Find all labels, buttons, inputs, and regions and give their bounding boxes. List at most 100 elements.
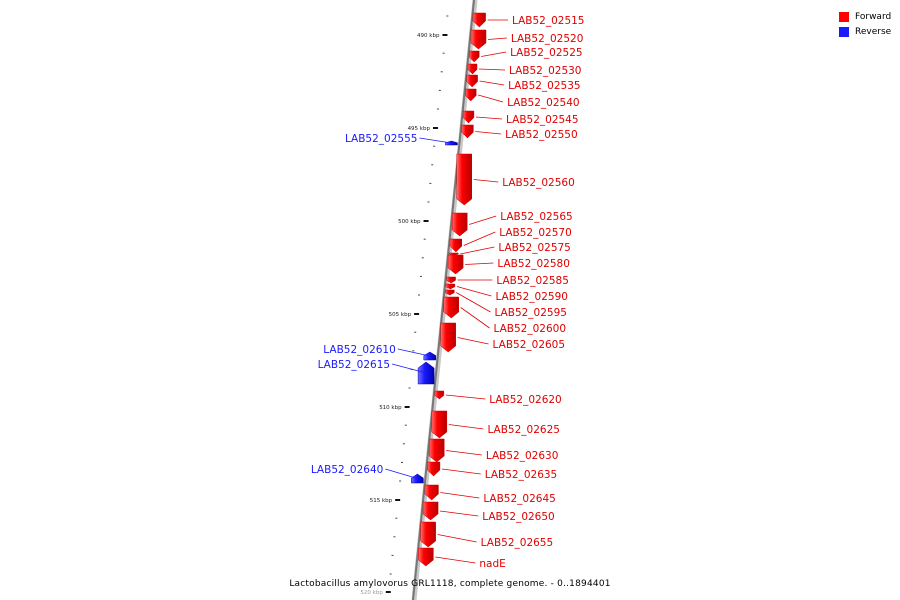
major-tick-label: 510 kbp — [379, 405, 402, 411]
legend: Forward Reverse — [839, 9, 891, 39]
gene-forward-arrow[interactable] — [446, 276, 456, 284]
gene-label-forward[interactable]: LAB52_02600 — [494, 323, 567, 335]
gene-forward-arrow[interactable] — [434, 390, 445, 400]
gene-label-forward[interactable]: LAB52_02565 — [500, 211, 573, 223]
gene-label-forward[interactable]: LAB52_02520 — [511, 33, 584, 45]
gene-label-leader — [437, 534, 477, 543]
gene-label-forward[interactable]: LAB52_02625 — [487, 424, 559, 436]
gene-forward-arrow[interactable] — [445, 289, 455, 296]
gene-label-reverse[interactable]: LAB52_02640 — [311, 464, 384, 476]
gene-forward-arrow[interactable] — [427, 461, 441, 477]
gene-label-forward[interactable]: LAB52_02515 — [512, 15, 585, 27]
gene-forward-arrow[interactable] — [445, 283, 456, 290]
gene-label-reverse[interactable]: LAB52_02555 — [345, 133, 418, 145]
gene-labels: LAB52_02515 LAB52_02520 LAB52_02525 LAB52_0… — [311, 15, 585, 570]
gene-label-forward[interactable]: LAB52_02650 — [482, 511, 555, 523]
major-tick-mark — [414, 313, 420, 315]
gene-forward-arrow[interactable] — [431, 410, 448, 439]
gene-label-leader — [435, 556, 476, 564]
gene-label-leader — [479, 80, 505, 86]
gene-forward-arrow[interactable] — [449, 238, 462, 253]
gene-forward-arrow[interactable] — [418, 547, 434, 567]
gene-forward-arrow[interactable] — [440, 322, 456, 353]
gene-label-leader — [439, 510, 479, 517]
gene-label-forward[interactable]: LAB52_02545 — [506, 114, 579, 126]
gene-forward-arrow[interactable] — [456, 153, 473, 206]
gene-label-forward[interactable]: LAB52_02530 — [509, 65, 582, 77]
gene-label-forward[interactable]: LAB52_02585 — [496, 275, 569, 287]
gene-forward-arrow[interactable] — [420, 521, 436, 548]
major-tick-mark — [432, 127, 438, 129]
gene-forward-arrow[interactable] — [465, 88, 477, 102]
major-tick-label: 490 kbp — [417, 33, 440, 39]
gene-label-forward[interactable]: LAB52_02635 — [485, 469, 558, 481]
major-tick-mark — [395, 499, 401, 501]
reverse-swatch — [839, 26, 849, 37]
gene-label-forward[interactable]: LAB52_02575 — [498, 242, 571, 254]
gene-forward-arrow[interactable] — [472, 12, 486, 28]
gene-forward-arrow[interactable] — [466, 74, 478, 88]
major-tick-label: 495 kbp — [408, 126, 431, 132]
gene-label-leader — [460, 246, 495, 255]
gene-label-leader — [397, 348, 430, 357]
gene-label-leader — [469, 215, 497, 225]
gene-label-leader — [446, 450, 482, 456]
gene-label-forward[interactable]: LAB52_02535 — [508, 80, 580, 92]
gene-forward-arrow[interactable] — [428, 438, 445, 463]
gene-forward-arrow[interactable] — [461, 124, 474, 139]
gene-label-leader — [440, 492, 480, 499]
gene-label-forward[interactable]: LAB52_02560 — [502, 177, 575, 189]
gene-forward-arrow[interactable] — [469, 50, 480, 63]
gene-label-forward[interactable]: LAB52_02570 — [499, 227, 572, 239]
legend-forward-label: Forward — [855, 11, 892, 22]
gene-forward-arrow[interactable] — [447, 254, 464, 275]
minor-ticks — [389, 15, 449, 575]
major-tick-label: 520 kbp — [360, 590, 383, 596]
gene-forward-arrow[interactable] — [462, 110, 475, 124]
gene-forward-arrow[interactable] — [448, 252, 459, 256]
gene-forward-arrow[interactable] — [424, 484, 439, 501]
forward-swatch — [839, 11, 849, 22]
gene-label-leader — [391, 363, 427, 374]
gene-forward-arrow[interactable] — [470, 29, 487, 50]
gene-label-forward[interactable]: LAB52_02655 — [481, 537, 554, 549]
gene-label-forward[interactable]: nadE — [479, 558, 505, 570]
major-tick-label: 500 kbp — [398, 219, 421, 225]
gene-label-leader — [478, 94, 504, 103]
gene-label-leader — [478, 68, 506, 71]
gene-forward-arrow[interactable] — [467, 63, 478, 75]
gene-label-forward[interactable]: LAB52_02550 — [505, 129, 578, 141]
major-tick-mark — [404, 406, 410, 408]
gene-label-forward[interactable]: LAB52_02580 — [497, 258, 570, 270]
gene-label-leader — [445, 394, 486, 400]
gene-label-leader — [465, 262, 494, 265]
gene-label-forward[interactable]: LAB52_02630 — [486, 450, 559, 462]
gene-label-reverse[interactable]: LAB52_02615 — [318, 359, 391, 371]
gene-label-leader — [475, 131, 502, 135]
gene-label-leader — [441, 468, 481, 475]
legend-reverse-label: Reverse — [855, 26, 892, 37]
gene-label-forward[interactable]: LAB52_02620 — [489, 394, 562, 406]
map-caption: Lactobacillus amylovorus GRL1118, comple… — [289, 579, 611, 589]
gene-label-forward[interactable]: LAB52_02595 — [494, 307, 566, 319]
gene-label-reverse[interactable]: LAB52_02610 — [323, 344, 396, 356]
gene-label-forward[interactable]: LAB52_02605 — [493, 339, 566, 351]
gene-label-forward[interactable]: LAB52_02645 — [483, 493, 556, 505]
major-tick-mark — [423, 220, 429, 222]
major-tick-label: 515 kbp — [370, 498, 393, 504]
gene-shapes — [411, 12, 487, 567]
gene-label-leader — [487, 37, 507, 40]
gene-label-leader — [419, 137, 452, 144]
legend-forward: Forward — [839, 9, 891, 24]
major-ticks: 490 kbp 495 kbp 500 kbp 505 kbp 510 kbp 515 k… — [360, 33, 448, 596]
gene-label-forward[interactable]: LAB52_02540 — [507, 97, 579, 109]
legend-reverse: Reverse — [839, 24, 891, 39]
gene-label-leader — [481, 51, 507, 57]
gene-label-forward[interactable]: LAB52_02590 — [495, 291, 568, 303]
gene-label-forward[interactable]: LAB52_02525 — [510, 47, 582, 59]
gene-forward-arrow[interactable] — [451, 212, 468, 237]
gene-label-leader — [385, 468, 418, 479]
major-tick-label: 505 kbp — [389, 312, 412, 318]
gene-forward-arrow[interactable] — [443, 296, 459, 319]
gene-forward-arrow[interactable] — [422, 501, 439, 521]
